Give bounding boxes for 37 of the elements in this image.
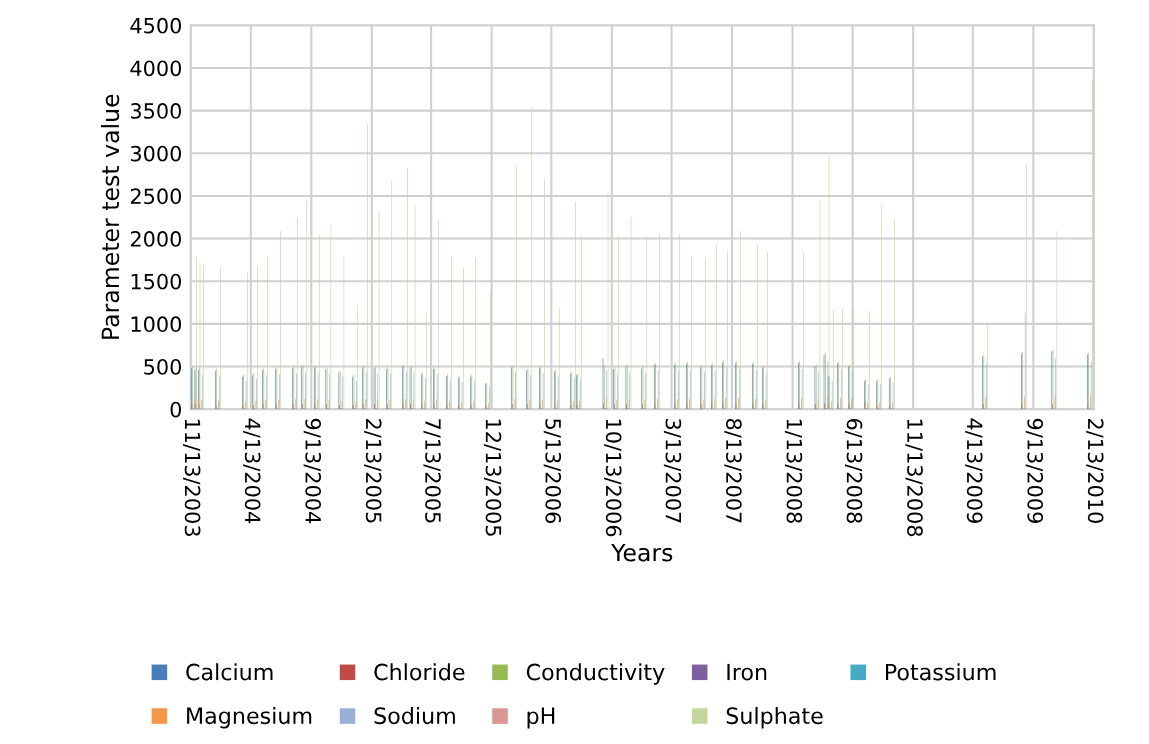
y-tick-label: 2000 — [130, 231, 182, 247]
legend-label: pH — [527, 707, 555, 729]
legend-label: Iron — [727, 663, 767, 681]
legend-label: Sulphate — [726, 706, 823, 729]
x-tick-label: 6/13/2008 — [844, 418, 863, 523]
x-tick-label: 10/13/2006 — [604, 419, 622, 537]
y-tick-label: 1000 — [131, 316, 182, 333]
legend-label: Magnesium — [187, 706, 312, 729]
x-tick-label: 4/13/2004 — [243, 418, 261, 524]
x-tick-label: 11/13/2008 — [905, 419, 923, 537]
y-tick-label: 500 — [144, 359, 182, 375]
y-tick-label: 4000 — [130, 60, 182, 77]
y-tick-label: 3000 — [130, 145, 182, 162]
x-axis-title: Years — [611, 543, 673, 562]
x-tick-label: 11/13/2003 — [183, 419, 201, 536]
legend-label: Chloride — [374, 663, 465, 681]
x-tick-label: 8/13/2007 — [724, 418, 742, 523]
x-tick-label: 12/13/2005 — [483, 419, 502, 536]
x-tick-label: 5/13/2006 — [543, 419, 562, 524]
x-tick-label: 7/13/2005 — [423, 419, 441, 523]
y-tick-label: 4500 — [130, 17, 182, 34]
x-tick-label: 9/13/2009 — [1025, 418, 1044, 523]
y-tick-label: 1500 — [131, 273, 182, 290]
y-tick-label: 3500 — [130, 103, 182, 119]
x-tick-label: 4/13/2009 — [965, 418, 983, 523]
x-tick-label: 3/13/2007 — [663, 419, 682, 523]
y-tick-label: 2500 — [130, 188, 182, 205]
y-axis-title: Parameter test value — [100, 94, 120, 339]
legend-label: Potassium — [885, 663, 996, 681]
legend-label: Conductivity — [526, 663, 665, 685]
x-tick-label: 2/13/2005 — [364, 419, 382, 523]
x-tick-label: 9/13/2004 — [303, 418, 322, 524]
legend-label: Calcium — [186, 663, 273, 681]
y-tick-label: 0 — [170, 401, 182, 418]
legend-label: Sodium — [374, 706, 455, 725]
x-tick-label: 1/13/2008 — [784, 419, 803, 523]
x-tick-label: 2/13/2010 — [1086, 419, 1104, 523]
